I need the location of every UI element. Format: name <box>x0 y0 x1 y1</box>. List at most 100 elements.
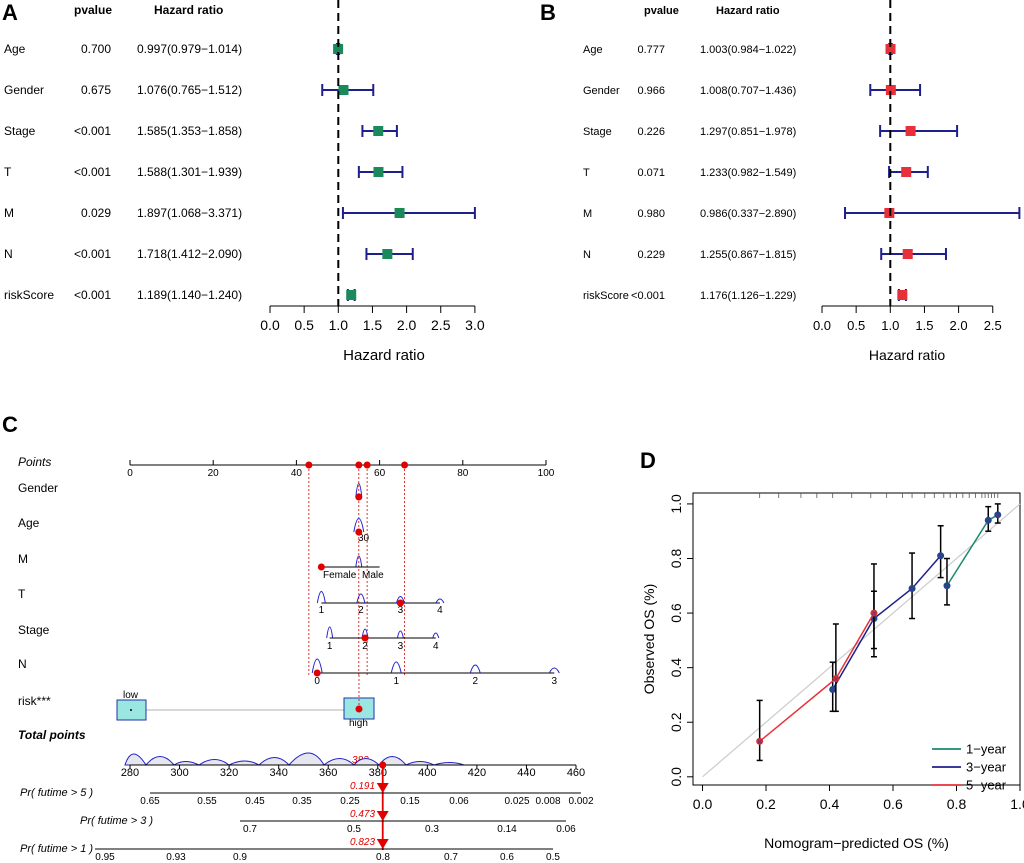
nomogram-points-marker <box>355 461 363 469</box>
nomogram-prob-tick-label: 0.15 <box>400 796 420 807</box>
nomogram-prob-tick-label: 0.25 <box>340 796 360 807</box>
forest-forestA-row-riskscore-box <box>346 290 357 300</box>
forest-forestB-row-riskscore-pvalue: <0.001 <box>631 290 665 302</box>
forest-forestB-x-tick-label: 2.5 <box>984 318 1002 333</box>
nomogram-t-density <box>435 598 445 604</box>
calibration-point-marker: × <box>944 581 949 591</box>
forest-forestA-row-age-name: Age <box>4 42 26 56</box>
forest-forestB-row-t-pvalue: 0.071 <box>637 167 665 179</box>
forest-forestA-row-stage-pvalue: <0.001 <box>74 124 111 138</box>
forest-forestB-row-gender-hr-text: 1.008(0.707−1.436) <box>700 85 796 97</box>
nomogram-prob-tick-label: 0.6 <box>500 852 514 863</box>
nomogram-m-point <box>317 563 325 571</box>
nomogram-stage-density <box>361 628 369 639</box>
forest-forestA-row-n-name: N <box>4 247 13 261</box>
forest-forestB-row-n-pvalue: 0.229 <box>637 249 665 261</box>
nomogram-points-tick-label: 40 <box>291 468 303 479</box>
forest-forestA-row-riskscore-pvalue: <0.001 <box>74 288 111 302</box>
nomogram-gender-male: Male <box>362 570 384 581</box>
forest-forestA-x-tick-label: 0.5 <box>294 317 314 333</box>
nomogram-pred5-label: Pr( futime > 5 ) <box>20 787 93 799</box>
nomogram-gender-density <box>355 483 363 498</box>
forest-forestB-row-age-box <box>885 44 896 54</box>
forest-forestA-row-m-pvalue: 0.029 <box>81 206 111 220</box>
forest-forestA-row-age-hr-text: 0.997(0.979−1.014) <box>137 42 242 56</box>
forest-forestA-row-t-name: T <box>4 165 12 179</box>
nomogram-prob-marker <box>376 783 389 793</box>
nomogram-n-point <box>313 669 321 677</box>
forest-forestB-row-age-name: Age <box>583 44 603 56</box>
nomogram-stage-density <box>326 626 334 639</box>
nomogram-total-tick-label: 340 <box>269 767 287 779</box>
nomogram-pred3-label: Pr( futime > 3 ) <box>80 815 153 827</box>
nomogram-prob-tick-label: 0.5 <box>347 824 361 835</box>
forest-forestB-row-gender-box <box>885 85 896 95</box>
forest-forestA-row-m-name: M <box>4 206 14 220</box>
forest-forestA-row-stage-hr-text: 1.585(1.353−1.858) <box>137 124 242 138</box>
forest-forestA-x-tick-label: 3.0 <box>465 317 485 333</box>
forest-forestA-row-gender-box <box>338 85 349 95</box>
calibration-y-tick-label: 1.0 <box>668 494 684 514</box>
calibration-point <box>994 511 1002 519</box>
forest-forestA-x-tick-label: 1.5 <box>363 317 383 333</box>
forest-a-hr-header: Hazard ratio <box>154 3 223 17</box>
nomogram-stage-tick-label: 2 <box>362 641 368 652</box>
forest-forestA-row-riskscore-hr-text: 1.189(1.140−1.240) <box>137 288 242 302</box>
panel-letter-c: C <box>2 412 18 437</box>
calibration-point <box>984 516 992 524</box>
forest-forestA-x-tick-label: 1.0 <box>329 317 349 333</box>
calibration-point <box>908 585 916 593</box>
nomogram-prob-tick-label: 0.9 <box>233 852 247 863</box>
nomogram-total-tick-label: 360 <box>319 767 337 779</box>
forest-forestA-row-m-hr-text: 1.897(1.068−3.371) <box>137 206 242 220</box>
calibration-legend-label: 5−year <box>966 778 1007 793</box>
calibration-y-tick-label: 0.2 <box>668 712 684 732</box>
nomogram-n-density <box>469 664 481 674</box>
forest-forestB-row-age-hr-text: 1.003(0.984−1.022) <box>700 44 796 56</box>
nomogram-prob-tick-label: 0.5 <box>546 852 560 863</box>
calibration-series-line <box>832 555 942 690</box>
nomogram-total-points-label: Total points <box>18 728 86 742</box>
nomogram-prob-tick-label: 0.7 <box>444 852 458 863</box>
calibration-point-marker: × <box>833 674 838 684</box>
forest-forestB-row-t-hr-text: 1.233(0.982−1.549) <box>700 167 796 179</box>
nomogram-stage-tick-label: 1 <box>327 641 333 652</box>
nomogram-n-tick-label: 2 <box>472 676 478 687</box>
panel-letter-d: D <box>640 448 656 473</box>
nomogram-prob-tick-label: 0.7 <box>243 824 257 835</box>
nomogram-n-density <box>390 661 402 674</box>
nomogram-prob-tick-label: 0.14 <box>497 824 517 835</box>
calibration-series-line <box>759 612 875 742</box>
nomogram-var-t-label: T <box>18 587 26 601</box>
calibration-y-axis-label: Observed OS (%) <box>641 584 657 694</box>
nomogram-points-marker <box>305 461 313 469</box>
nomogram-prob-tick-label: 0.35 <box>292 796 312 807</box>
nomogram-m-density <box>355 555 363 568</box>
nomogram-var-gender-label: Gender <box>18 481 58 495</box>
forest-forestB-row-stage-pvalue: 0.226 <box>637 126 665 138</box>
forest-forestB-row-t-box <box>901 167 912 177</box>
nomogram-total-tick-label: 400 <box>418 767 436 779</box>
nomogram-stage-tick-label: 3 <box>398 641 404 652</box>
calibration-point <box>756 737 764 745</box>
nomogram-prob-tick-label: 0.95 <box>95 852 115 863</box>
nomogram-pred1-value: 0.823 <box>350 837 375 848</box>
forest-forestA-row-stage-name: Stage <box>4 124 36 138</box>
forest-forestB-row-m-pvalue: 0.980 <box>637 208 665 220</box>
forest-forestB-row-m-name: M <box>583 208 592 220</box>
forest-forestA-row-gender-pvalue: 0.675 <box>81 83 111 97</box>
forest-b-pvalue-header: pvalue <box>644 5 679 17</box>
forest-forestA-x-tick-label: 0.0 <box>260 317 280 333</box>
forest-forestA-row-age-box <box>333 44 344 54</box>
forest-forestB-row-n-box <box>902 249 913 259</box>
nomogram-prob-tick-label: 0.8 <box>376 852 390 863</box>
forest-forestA-row-n-pvalue: <0.001 <box>74 247 111 261</box>
nomogram-total-tick-label: 420 <box>468 767 486 779</box>
forest-plot-b: Age 0.777 1.003(0.984−1.022) Gender 0.966 1.0… <box>583 0 1021 333</box>
calibration-y-tick-label: 0.4 <box>668 658 684 678</box>
forest-forestA-row-age-pvalue: 0.700 <box>81 42 111 56</box>
nomogram-total-density <box>124 752 480 766</box>
forest-forestA-row-gender-name: Gender <box>4 83 44 97</box>
